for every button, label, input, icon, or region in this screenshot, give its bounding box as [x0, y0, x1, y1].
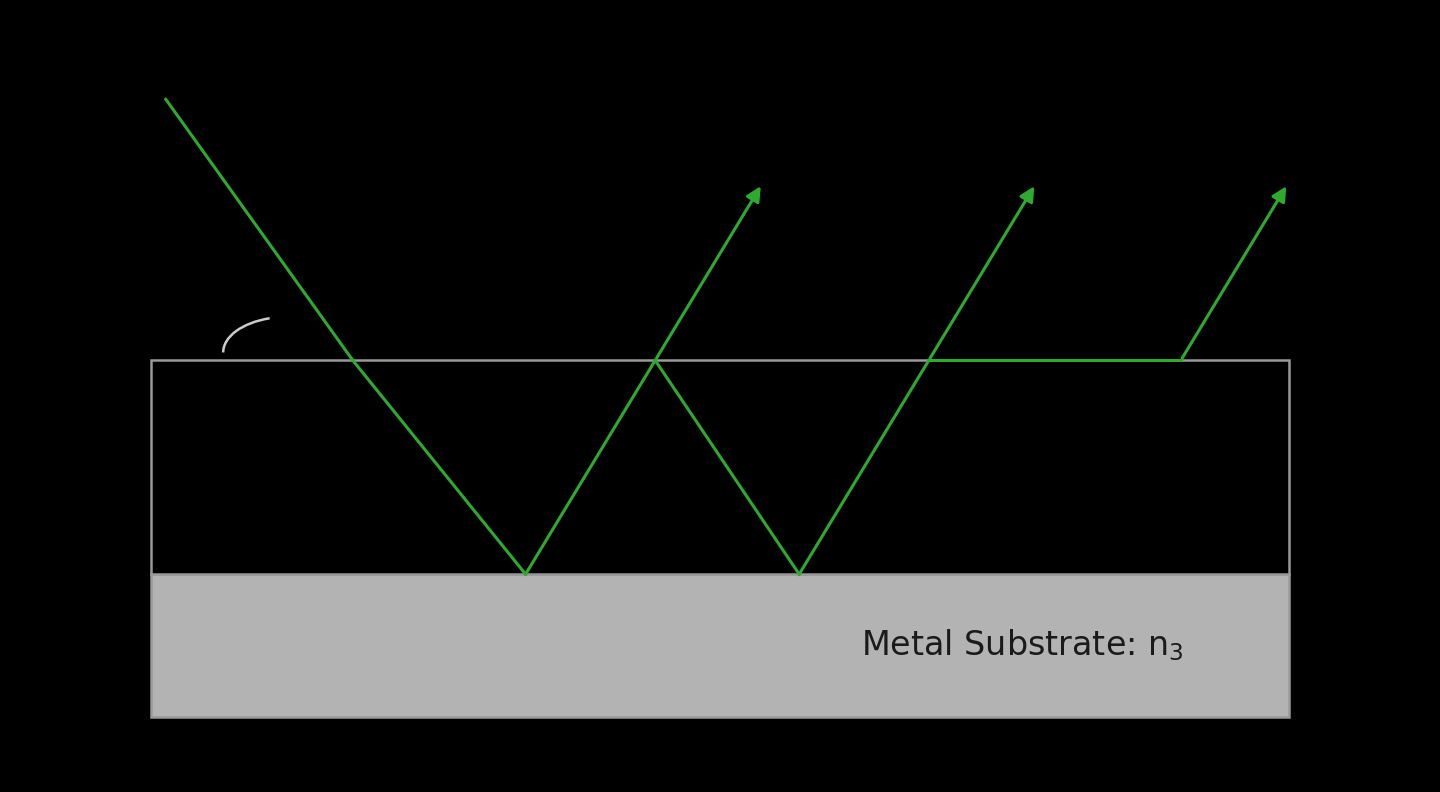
Bar	[151, 360, 1289, 574]
Bar	[151, 574, 1289, 717]
Text: Metal Substrate: n$_3$: Metal Substrate: n$_3$	[861, 627, 1184, 664]
